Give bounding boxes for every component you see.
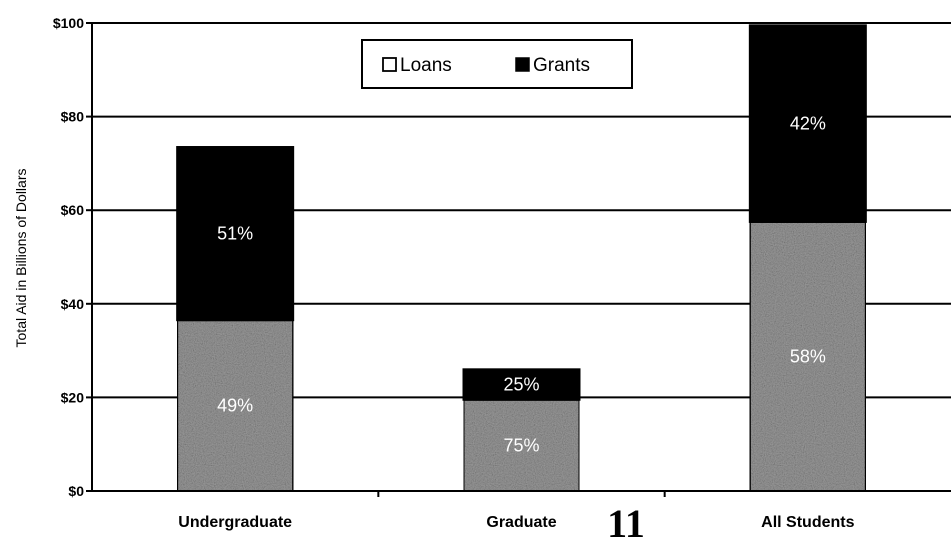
- y-tick-label: $40: [61, 296, 85, 312]
- bar-loans-all-students: [748, 220, 867, 492]
- bar-grants-undergraduate: [176, 146, 295, 322]
- y-tick-label: $20: [61, 389, 85, 405]
- legend-label-loans: Loans: [400, 55, 452, 76]
- y-tick-label: $60: [61, 202, 85, 218]
- data-label: 58%: [790, 346, 826, 366]
- y-tick-label: $100: [53, 15, 84, 31]
- bar-loans-undergraduate: [176, 319, 295, 492]
- y-axis-label: Total Aid in Billions of Dollars: [13, 169, 29, 348]
- legend-label-grants: Grants: [533, 55, 590, 76]
- data-label: 49%: [217, 396, 253, 416]
- bar-grants-graduate: [462, 368, 581, 401]
- data-label: 75%: [503, 435, 539, 455]
- y-tick-labels: $0 $20 $40 $60 $80 $100: [53, 15, 84, 499]
- x-tick-label: All Students: [761, 514, 854, 531]
- x-tick-labels: Undergraduate Graduate All Students: [178, 514, 854, 531]
- y-tick-label: $0: [68, 483, 84, 499]
- x-tick-label: Graduate: [486, 514, 556, 531]
- bar-grants-all-students: [748, 24, 867, 223]
- bars: 49% 51% 75% 25% 58% 42%: [176, 24, 867, 492]
- bar-loans-graduate: [462, 398, 581, 492]
- y-tick-label: $80: [61, 109, 85, 125]
- data-label: 42%: [790, 114, 826, 134]
- legend: Loans Grants: [361, 39, 633, 89]
- x-tick-label: Undergraduate: [178, 514, 292, 531]
- axes: [91, 23, 951, 497]
- legend-swatch-grants: [515, 57, 530, 72]
- page-number: 11: [607, 501, 645, 540]
- data-label: 25%: [503, 375, 539, 395]
- legend-box: [361, 39, 633, 89]
- legend-swatch-loans: [382, 57, 397, 72]
- data-label: 51%: [217, 224, 253, 244]
